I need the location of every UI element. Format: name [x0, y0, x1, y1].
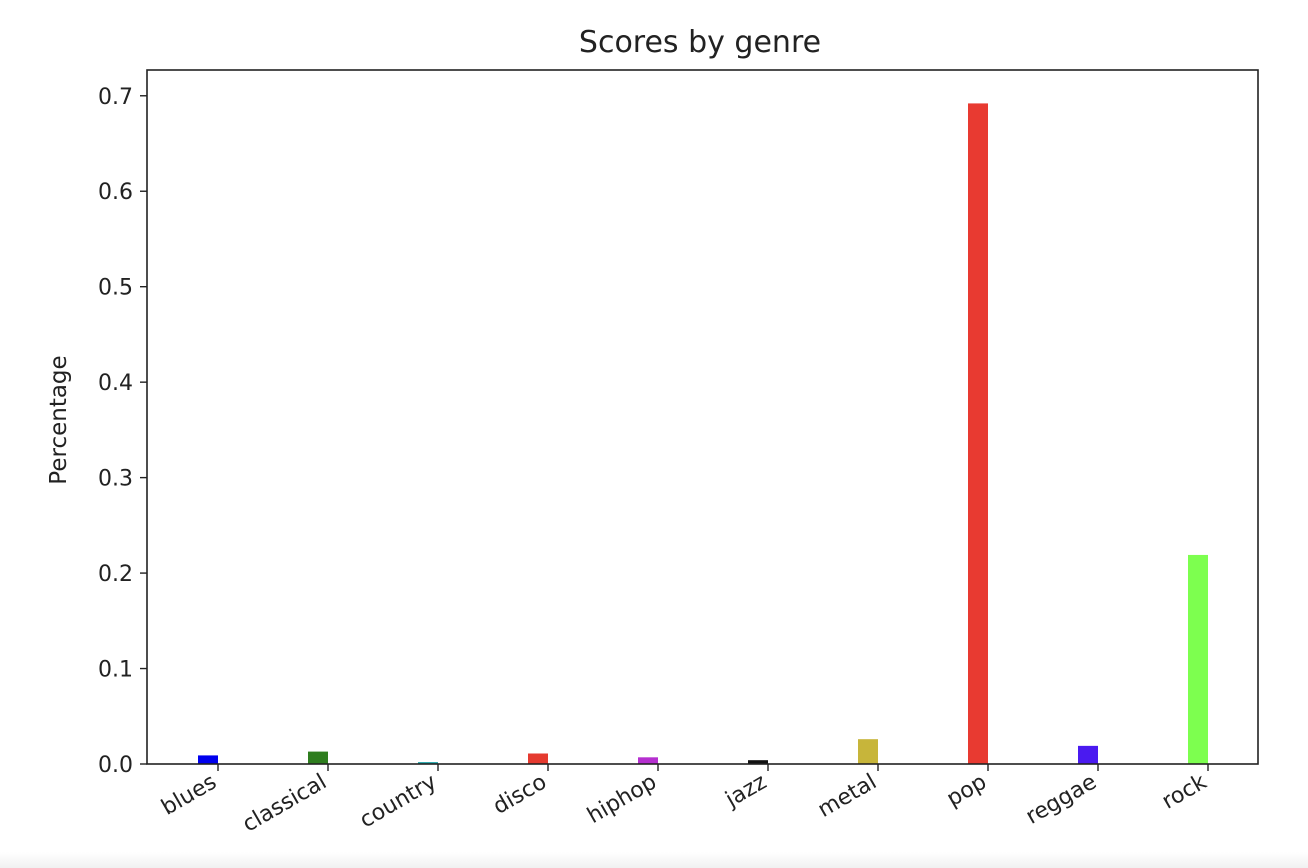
bar-country: [418, 762, 438, 764]
x-tick-label: disco: [489, 770, 551, 820]
bars-group: [198, 103, 1208, 765]
x-axis: blues classical country disco hiphop jazz meta…: [157, 764, 1211, 837]
x-tick-label: metal: [814, 770, 881, 823]
y-axis-label: Percentage: [46, 355, 72, 484]
y-tick-label: 0.1: [98, 658, 133, 683]
x-tick-label: rock: [1158, 769, 1211, 814]
y-tick-label: 0.4: [98, 371, 133, 396]
y-tick-label: 0.2: [98, 562, 133, 587]
bar-rock: [1188, 554, 1208, 764]
y-axis: 0.0 0.1 0.2 0.3 0.4 0.5 0.6 0.7: [98, 85, 147, 778]
bar-metal: [858, 739, 878, 764]
bar-disco: [528, 753, 548, 764]
bar-blues: [198, 755, 218, 764]
y-tick-label: 0.6: [98, 180, 133, 205]
x-tick-label: hiphop: [583, 770, 661, 829]
y-tick-label: 0.3: [98, 467, 133, 492]
x-tick-label: jazz: [721, 770, 771, 814]
bar-jazz: [748, 760, 768, 764]
bar-pop: [968, 103, 988, 765]
bottom-shadow: [0, 852, 1308, 868]
x-tick-label: country: [356, 770, 441, 834]
x-tick-label: pop: [943, 770, 991, 812]
bar-hiphop: [638, 757, 658, 764]
bar-reggae: [1078, 745, 1098, 764]
y-tick-label: 0.0: [98, 753, 133, 778]
y-tick-label: 0.7: [98, 85, 133, 110]
bar-classical: [308, 751, 328, 764]
chart-title: Scores by genre: [579, 25, 821, 60]
y-tick-label: 0.5: [98, 276, 133, 301]
x-tick-label: classical: [238, 770, 331, 838]
x-tick-label: reggae: [1022, 770, 1101, 830]
x-tick-label: blues: [157, 770, 221, 821]
plot-frame: [146, 69, 1259, 765]
